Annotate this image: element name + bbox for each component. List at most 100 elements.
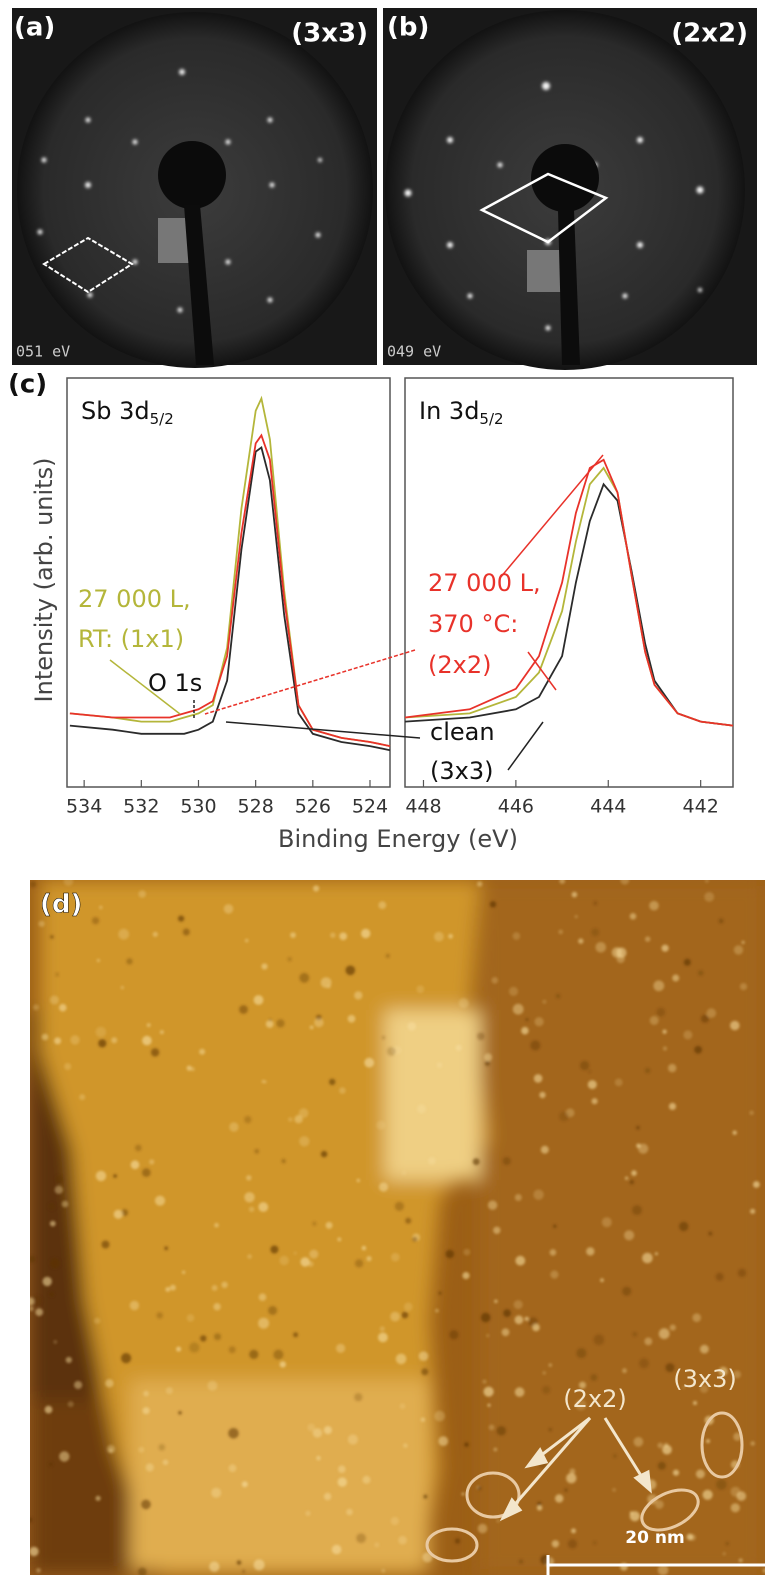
stm-grain <box>362 1475 371 1484</box>
stm-grain <box>399 1403 406 1410</box>
stm-grain <box>662 1046 668 1051</box>
stm-panel: (d) (3x3) (2x2) 20 nm <box>30 880 765 1575</box>
stm-grain <box>463 1248 471 1256</box>
annotation: O 1s <box>148 669 202 697</box>
stm-grain <box>601 1217 612 1228</box>
stm-grain <box>694 1045 702 1054</box>
stm-grain <box>532 1323 540 1332</box>
stm-grain <box>49 995 59 1005</box>
stm-grain <box>307 1261 314 1267</box>
stm-grain <box>548 1428 552 1432</box>
y-axis-label: Intensity (arb. units) <box>30 458 58 703</box>
stm-grain <box>337 1477 347 1487</box>
stm-grain <box>649 1016 659 1025</box>
stm-grain <box>576 1348 587 1359</box>
stm-grain <box>279 1255 289 1266</box>
stm-grain <box>48 1462 53 1467</box>
stm-grain <box>555 1494 564 1503</box>
stm-grain <box>30 1255 36 1263</box>
stm-grain <box>273 1349 284 1360</box>
stm-grain <box>156 1312 163 1319</box>
stm-grain <box>683 958 691 966</box>
stm-grain <box>143 1390 149 1397</box>
stm-grain <box>244 1116 252 1124</box>
stm-grain <box>524 1316 529 1321</box>
stm-grain <box>571 891 578 898</box>
stm-grain <box>669 1324 676 1331</box>
stm-grain <box>186 1314 195 1322</box>
stm-grain <box>176 1346 182 1352</box>
x-tick-label: 534 <box>66 796 102 818</box>
stm-grain <box>631 1170 637 1176</box>
stm-grain <box>95 1170 107 1182</box>
stm-grain <box>38 920 45 927</box>
stm-grain <box>242 1569 246 1573</box>
stm-grain <box>199 1048 206 1055</box>
stm-grain <box>401 1170 407 1176</box>
stm-grain <box>142 1035 152 1046</box>
stm-grain <box>64 1063 72 1070</box>
stm-grain <box>361 1245 367 1251</box>
stm-grain <box>539 1091 546 1099</box>
stm-grain <box>553 1224 557 1228</box>
stm-grain <box>645 936 651 942</box>
stm-grain <box>244 1192 255 1203</box>
stm-grain <box>472 1158 480 1166</box>
stm-grain <box>658 1328 670 1340</box>
stm-grain <box>378 901 387 910</box>
stm-grain <box>228 1346 236 1354</box>
stm-grain <box>593 1334 605 1345</box>
x-tick-label: 530 <box>180 796 216 818</box>
stm-grain <box>55 972 59 977</box>
stm-grain <box>228 1428 239 1439</box>
stm-grain <box>416 985 425 994</box>
stm-grain <box>540 1145 549 1154</box>
stm-grain <box>503 1309 511 1317</box>
stm-grain <box>48 1202 56 1211</box>
stm-grain <box>533 1074 543 1083</box>
stm-grain <box>299 972 310 983</box>
x-tick-label: 442 <box>683 796 719 818</box>
stm-grain <box>207 1380 218 1391</box>
annotation: (3x3) <box>430 757 493 785</box>
stm-grain <box>702 1489 713 1500</box>
stm-grain <box>54 1037 62 1045</box>
stm-grain <box>682 1385 686 1389</box>
annotation: 370 °C: <box>428 610 518 638</box>
stm-grain <box>33 1004 39 1011</box>
stm-grain <box>30 881 37 888</box>
stm-grain <box>376 1120 386 1130</box>
stm-grain <box>165 1287 171 1292</box>
stm-grain <box>593 1541 597 1545</box>
stm-grain <box>493 1226 501 1235</box>
stm-grain <box>159 1030 164 1035</box>
stm-grain <box>99 905 103 910</box>
stm-grain <box>247 1254 252 1259</box>
stm-grain <box>477 1523 488 1534</box>
stm-grain <box>480 1312 491 1323</box>
stm-grain <box>186 1065 192 1071</box>
stm-grain <box>146 1023 151 1028</box>
stm-grain <box>236 1560 242 1565</box>
region-label: (2x2) <box>563 1385 626 1413</box>
stm-grain <box>323 1426 332 1435</box>
stm-grain <box>178 1411 182 1415</box>
stm-grain <box>355 1259 364 1268</box>
stm-grain <box>591 928 600 937</box>
stm-grain <box>695 1469 705 1479</box>
stm-grain <box>270 1245 279 1254</box>
stm-grain <box>420 1417 426 1422</box>
stm-grain <box>79 1094 86 1101</box>
stm-grain <box>571 1528 576 1534</box>
panel-label: (d) <box>40 890 82 920</box>
stm-grain <box>49 1258 60 1269</box>
stm-grain <box>461 1492 465 1496</box>
stm-grain <box>290 932 296 938</box>
stm-grain <box>258 1293 267 1301</box>
stm-grain <box>534 1017 544 1027</box>
stm-grain <box>706 1008 717 1018</box>
panel-label: (c) <box>8 370 47 400</box>
stm-grain <box>515 1255 526 1266</box>
stm-grain <box>739 983 748 991</box>
stm-grain <box>31 1295 43 1306</box>
